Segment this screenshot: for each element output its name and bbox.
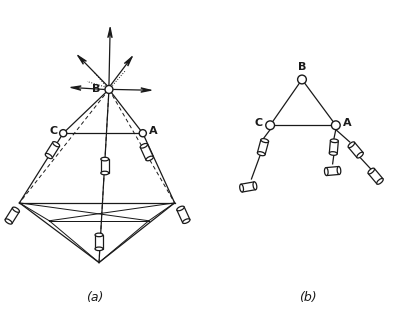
Ellipse shape bbox=[146, 156, 153, 161]
Ellipse shape bbox=[12, 207, 20, 212]
Text: C: C bbox=[49, 126, 57, 136]
Text: C: C bbox=[255, 118, 263, 128]
Bar bbox=[368, 168, 383, 184]
Ellipse shape bbox=[357, 152, 363, 158]
Bar bbox=[326, 167, 339, 176]
Ellipse shape bbox=[101, 171, 109, 175]
Bar bbox=[241, 182, 255, 192]
Ellipse shape bbox=[253, 182, 257, 190]
Bar bbox=[177, 207, 190, 223]
Ellipse shape bbox=[140, 143, 148, 148]
Ellipse shape bbox=[257, 152, 265, 156]
Bar bbox=[257, 140, 269, 155]
Text: (b): (b) bbox=[299, 290, 317, 304]
Circle shape bbox=[332, 121, 340, 130]
Ellipse shape bbox=[330, 139, 338, 143]
Text: B: B bbox=[298, 62, 306, 72]
Ellipse shape bbox=[101, 157, 109, 161]
Circle shape bbox=[298, 75, 306, 84]
Bar bbox=[95, 235, 103, 249]
Ellipse shape bbox=[324, 168, 328, 176]
Ellipse shape bbox=[182, 219, 190, 223]
Ellipse shape bbox=[177, 206, 184, 211]
Bar bbox=[101, 159, 109, 173]
Ellipse shape bbox=[240, 184, 243, 192]
Bar bbox=[45, 142, 59, 158]
Ellipse shape bbox=[377, 178, 383, 184]
Polygon shape bbox=[78, 56, 87, 64]
Ellipse shape bbox=[261, 139, 269, 143]
Ellipse shape bbox=[5, 219, 12, 224]
Bar bbox=[5, 208, 19, 223]
Polygon shape bbox=[124, 57, 132, 66]
Ellipse shape bbox=[53, 141, 60, 147]
Ellipse shape bbox=[329, 152, 337, 155]
Ellipse shape bbox=[337, 167, 341, 174]
Circle shape bbox=[105, 85, 113, 93]
Polygon shape bbox=[71, 86, 81, 90]
Bar bbox=[140, 144, 153, 160]
Circle shape bbox=[266, 121, 275, 130]
Bar bbox=[329, 141, 338, 154]
Polygon shape bbox=[108, 28, 112, 38]
Ellipse shape bbox=[348, 142, 354, 148]
Text: A: A bbox=[343, 118, 352, 128]
Ellipse shape bbox=[368, 168, 375, 174]
Circle shape bbox=[139, 130, 146, 137]
Text: (a): (a) bbox=[86, 290, 104, 304]
Text: A: A bbox=[149, 126, 157, 136]
Polygon shape bbox=[141, 88, 151, 92]
Ellipse shape bbox=[95, 233, 103, 237]
Ellipse shape bbox=[45, 153, 52, 159]
Bar bbox=[348, 142, 363, 158]
Text: B: B bbox=[92, 84, 100, 94]
Ellipse shape bbox=[95, 247, 103, 251]
Circle shape bbox=[60, 130, 67, 137]
